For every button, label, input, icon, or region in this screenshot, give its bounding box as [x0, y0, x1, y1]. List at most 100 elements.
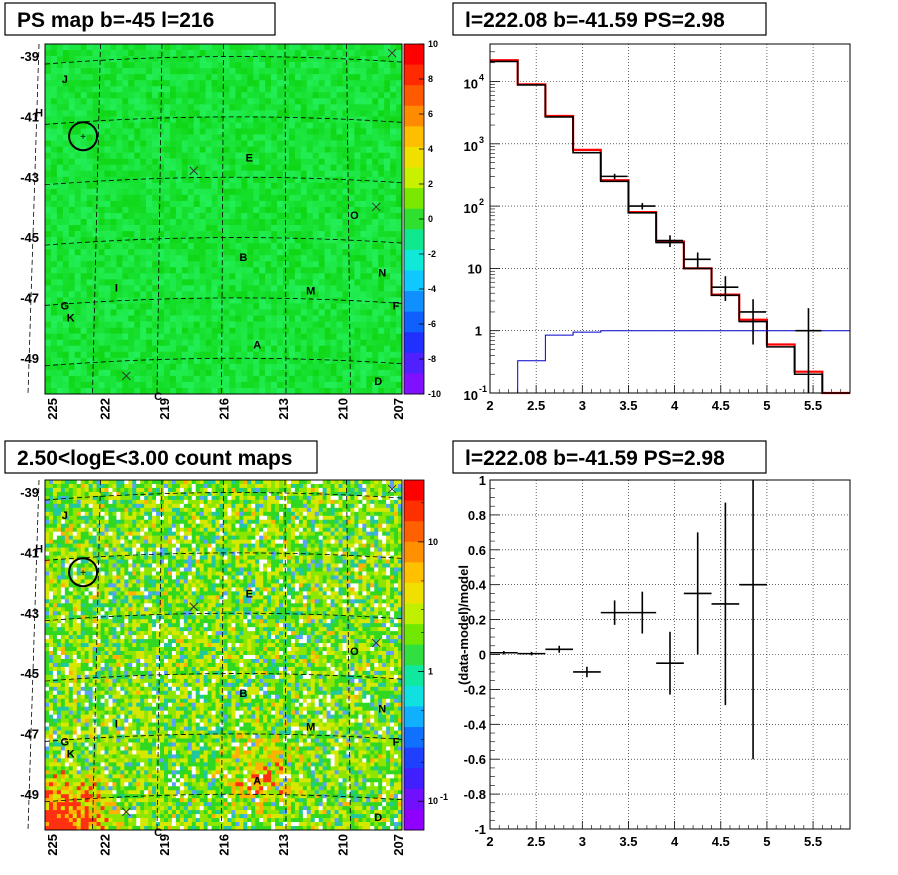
count-map-title-box — [4, 440, 318, 474]
map-pixel — [84, 503, 89, 509]
map-pixel — [235, 321, 242, 328]
map-pixel — [60, 519, 66, 525]
map-pixel — [164, 321, 171, 328]
map-pixel — [223, 237, 230, 244]
map-pixel — [223, 104, 230, 111]
map-pixel — [193, 158, 200, 165]
colorbar-band — [404, 352, 424, 374]
map-pixel — [253, 267, 260, 274]
map-pixel — [140, 243, 147, 250]
map-pixel — [191, 503, 197, 509]
map-pixel — [187, 86, 195, 93]
map-pixel — [164, 152, 171, 159]
map-pixel — [56, 303, 64, 310]
map-pixel — [288, 74, 296, 81]
map-pixel — [50, 369, 58, 377]
map-pixel — [223, 309, 230, 316]
map-pixel — [175, 261, 183, 268]
map-pixel — [396, 309, 403, 316]
map-pixel — [104, 206, 111, 214]
map-pixel — [259, 62, 266, 69]
map-pixel — [50, 303, 58, 310]
map-pixel — [181, 369, 189, 377]
map-pixel — [354, 351, 361, 359]
map-pixel — [294, 480, 300, 485]
map-pixel — [382, 511, 387, 517]
map-pixel — [98, 303, 105, 310]
map-pixel — [132, 499, 137, 505]
map-pixel — [241, 345, 248, 353]
map-pixel — [348, 249, 355, 256]
map-pixel — [241, 357, 248, 365]
map-pixel — [122, 333, 129, 340]
map-pixel — [396, 134, 403, 141]
map-pixel — [45, 104, 52, 111]
map-pixel — [45, 495, 50, 501]
map-pixel — [398, 511, 403, 517]
map-pixel — [330, 381, 337, 389]
map-pixel — [86, 158, 93, 165]
map-pixel — [175, 182, 183, 190]
map-pixel — [56, 92, 64, 99]
map-pixel — [199, 285, 206, 292]
map-pixel — [205, 44, 212, 51]
map-pixel — [267, 531, 272, 536]
map-pixel — [98, 327, 105, 334]
map-pixel — [396, 321, 403, 328]
map-pixel — [330, 134, 337, 141]
map-pixel — [312, 68, 319, 75]
map-pixel — [298, 515, 304, 521]
map-pixel — [217, 182, 224, 190]
map-pixel — [134, 56, 141, 63]
map-pixel — [374, 527, 379, 533]
map-pixel — [354, 86, 361, 93]
map-pixel — [199, 491, 204, 497]
map-pixel — [45, 212, 52, 220]
map-pixel — [181, 62, 189, 69]
map-pixel — [241, 261, 248, 268]
map-pixel — [199, 267, 206, 274]
map-pixel — [158, 237, 165, 244]
map-pixel — [348, 291, 355, 298]
map-pixel — [146, 273, 153, 280]
map-pixel — [354, 219, 361, 226]
map-pixel — [45, 158, 52, 165]
map-pixel — [253, 297, 260, 304]
map-pixel — [108, 507, 113, 513]
map-pixel — [360, 170, 367, 178]
map-pixel — [318, 375, 325, 383]
map-pixel — [243, 480, 248, 485]
map-pixel — [288, 122, 296, 129]
map-pixel — [52, 527, 58, 533]
map-pixel — [45, 527, 50, 533]
map-pixel — [76, 531, 81, 536]
map-pixel — [86, 122, 93, 129]
map-pixel — [298, 507, 304, 513]
map-pixel — [223, 375, 230, 383]
map-pixel — [152, 495, 157, 501]
map-pixel — [48, 531, 54, 536]
map-pixel — [152, 309, 159, 316]
map-pixel — [152, 249, 159, 256]
map-pixel — [384, 363, 391, 371]
map-pixel — [306, 134, 314, 141]
map-pixel — [120, 491, 125, 497]
colorbar-tick-label: -4 — [428, 284, 436, 294]
map-pixel — [205, 134, 212, 141]
map-pixel — [372, 273, 379, 280]
map-pixel — [56, 511, 62, 517]
map-pixel — [175, 110, 183, 117]
map-pixel — [348, 86, 355, 93]
map-pixel — [294, 297, 302, 304]
map-pixel — [187, 351, 195, 359]
map-pixel — [86, 279, 93, 286]
map-pixel — [235, 381, 242, 389]
map-pixel — [50, 194, 58, 202]
model-total-line — [490, 59, 850, 395]
map-pixel — [283, 128, 290, 135]
map-pixel — [160, 495, 165, 501]
map-pixel — [104, 261, 111, 268]
map-pixel — [86, 152, 93, 159]
map-pixel — [158, 339, 165, 347]
map-pixel — [110, 68, 117, 75]
